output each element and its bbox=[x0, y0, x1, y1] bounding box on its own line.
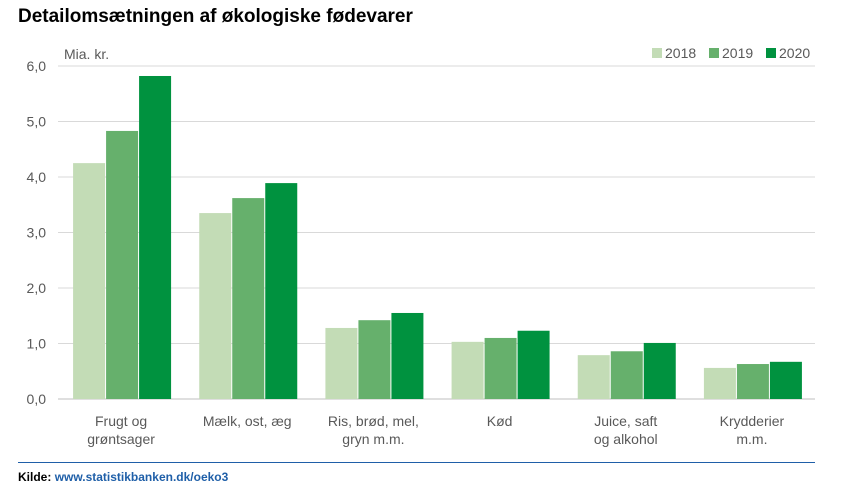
bar-2018 bbox=[451, 341, 484, 399]
x-tick-label: Ris, brød, mel, bbox=[328, 413, 419, 429]
x-tick-label: Mælk, ost, æg bbox=[203, 413, 292, 429]
bar-2018 bbox=[325, 327, 358, 399]
source-link[interactable]: www.statistikbanken.dk/oeko3 bbox=[54, 470, 229, 484]
bar-2018 bbox=[703, 367, 736, 399]
x-tick-label: gryn m.m. bbox=[342, 431, 404, 447]
source-label: Kilde: bbox=[18, 470, 52, 484]
bar-2018 bbox=[577, 355, 610, 399]
divider bbox=[18, 462, 815, 463]
y-tick-label: 2,0 bbox=[27, 280, 47, 296]
legend-label: 2020 bbox=[779, 45, 810, 61]
legend-label: 2018 bbox=[665, 45, 696, 61]
bar-2020 bbox=[643, 342, 676, 399]
legend-swatch-2018 bbox=[652, 48, 662, 58]
y-tick-label: 0,0 bbox=[27, 391, 47, 407]
bar-2019 bbox=[736, 364, 769, 399]
x-tick-label: Kød bbox=[487, 413, 513, 429]
bar-2019 bbox=[358, 320, 391, 399]
legend-swatch-2019 bbox=[709, 48, 719, 58]
x-tick-label: og alkohol bbox=[594, 431, 658, 447]
bar-2020 bbox=[265, 183, 298, 399]
y-tick-label: 3,0 bbox=[27, 225, 47, 241]
x-tick-label: Krydderier bbox=[720, 413, 785, 429]
x-tick-label: m.m. bbox=[736, 431, 767, 447]
source-line: Kilde: www.statistikbanken.dk/oeko3 bbox=[18, 470, 228, 484]
y-axis-label: Mia. kr. bbox=[64, 46, 109, 62]
x-tick-label: grøntsager bbox=[87, 431, 155, 447]
y-tick-label: 1,0 bbox=[27, 336, 47, 352]
bar-2020 bbox=[139, 75, 172, 400]
bar-2020 bbox=[769, 361, 802, 399]
bar-2020 bbox=[391, 312, 424, 399]
y-tick-label: 4,0 bbox=[27, 169, 47, 185]
x-tick-label: Frugt og bbox=[95, 413, 147, 429]
bar-2019 bbox=[106, 130, 139, 399]
y-tick-label: 6,0 bbox=[27, 58, 47, 74]
bar-2019 bbox=[484, 337, 517, 399]
bar-2019 bbox=[610, 351, 643, 399]
bar-2020 bbox=[517, 330, 550, 399]
y-tick-label: 5,0 bbox=[27, 114, 47, 130]
bar-2018 bbox=[73, 163, 106, 399]
bar-2019 bbox=[232, 198, 265, 399]
chart-title: Detailomsætningen af økologiske fødevare… bbox=[18, 6, 413, 27]
legend-swatch-2020 bbox=[766, 48, 776, 58]
x-tick-label: Juice, saft bbox=[594, 413, 657, 429]
legend-label: 2019 bbox=[722, 45, 753, 61]
bar-2018 bbox=[199, 213, 232, 399]
